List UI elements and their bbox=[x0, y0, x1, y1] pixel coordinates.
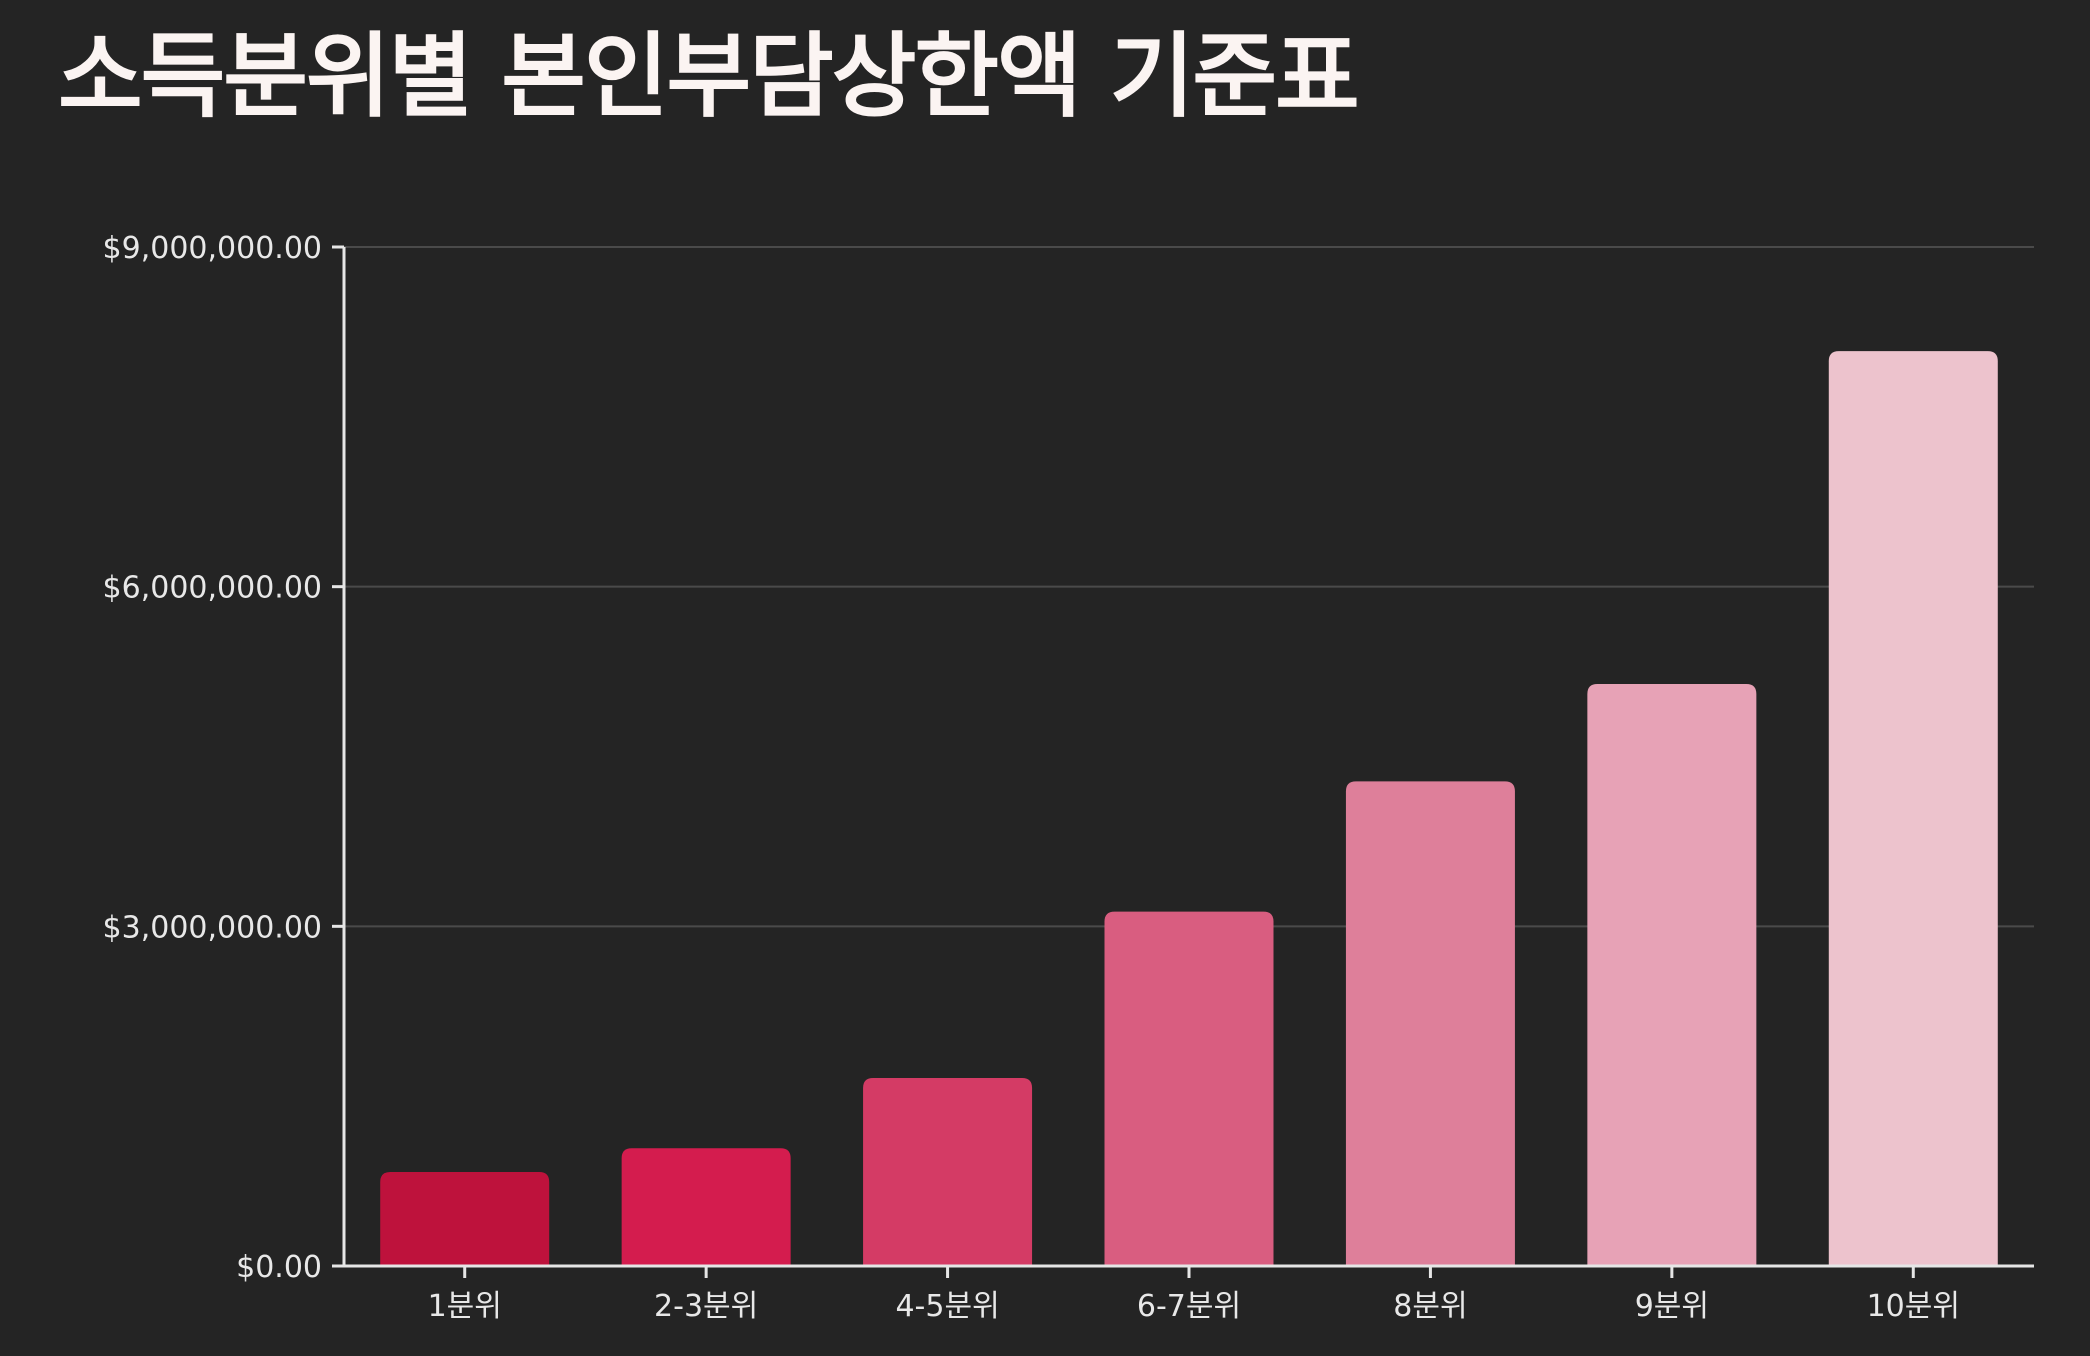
bar bbox=[1828, 351, 1998, 1267]
x-tick-label: 9분위 bbox=[1635, 1289, 1709, 1324]
x-ticks: 1분위 2-3분위 4-5분위 6-7분위 8분위 9분위 10분위 bbox=[428, 1266, 1960, 1324]
x-tick-label: 6-7분위 bbox=[1137, 1289, 1241, 1324]
x-tick-label: 2-3분위 bbox=[654, 1289, 758, 1324]
bar bbox=[621, 1148, 791, 1266]
x-tick-label: 1분위 bbox=[428, 1289, 502, 1324]
bar bbox=[380, 1172, 550, 1266]
grid-lines bbox=[344, 246, 2034, 928]
x-tick-label: 8분위 bbox=[1393, 1289, 1467, 1324]
bar bbox=[1587, 684, 1757, 1266]
bar bbox=[1104, 911, 1274, 1266]
y-tick-label: $0.00 bbox=[236, 1250, 322, 1285]
chart-title: 소득분위별 본인부담상한액 기준표 bbox=[58, 23, 1360, 130]
y-tick-label: $9,000,000.00 bbox=[103, 231, 322, 266]
x-tick-label: 4-5분위 bbox=[895, 1289, 999, 1324]
x-tick-label: 10분위 bbox=[1867, 1289, 1960, 1324]
y-tick-label: $3,000,000.00 bbox=[103, 910, 322, 945]
bar bbox=[1345, 781, 1515, 1266]
bar bbox=[863, 1078, 1033, 1266]
bars bbox=[380, 351, 1998, 1267]
y-tick-label: $6,000,000.00 bbox=[103, 571, 322, 606]
y-ticks: $0.00 $3,000,000.00 $6,000,000.00 $9,000,00… bbox=[103, 231, 344, 1285]
